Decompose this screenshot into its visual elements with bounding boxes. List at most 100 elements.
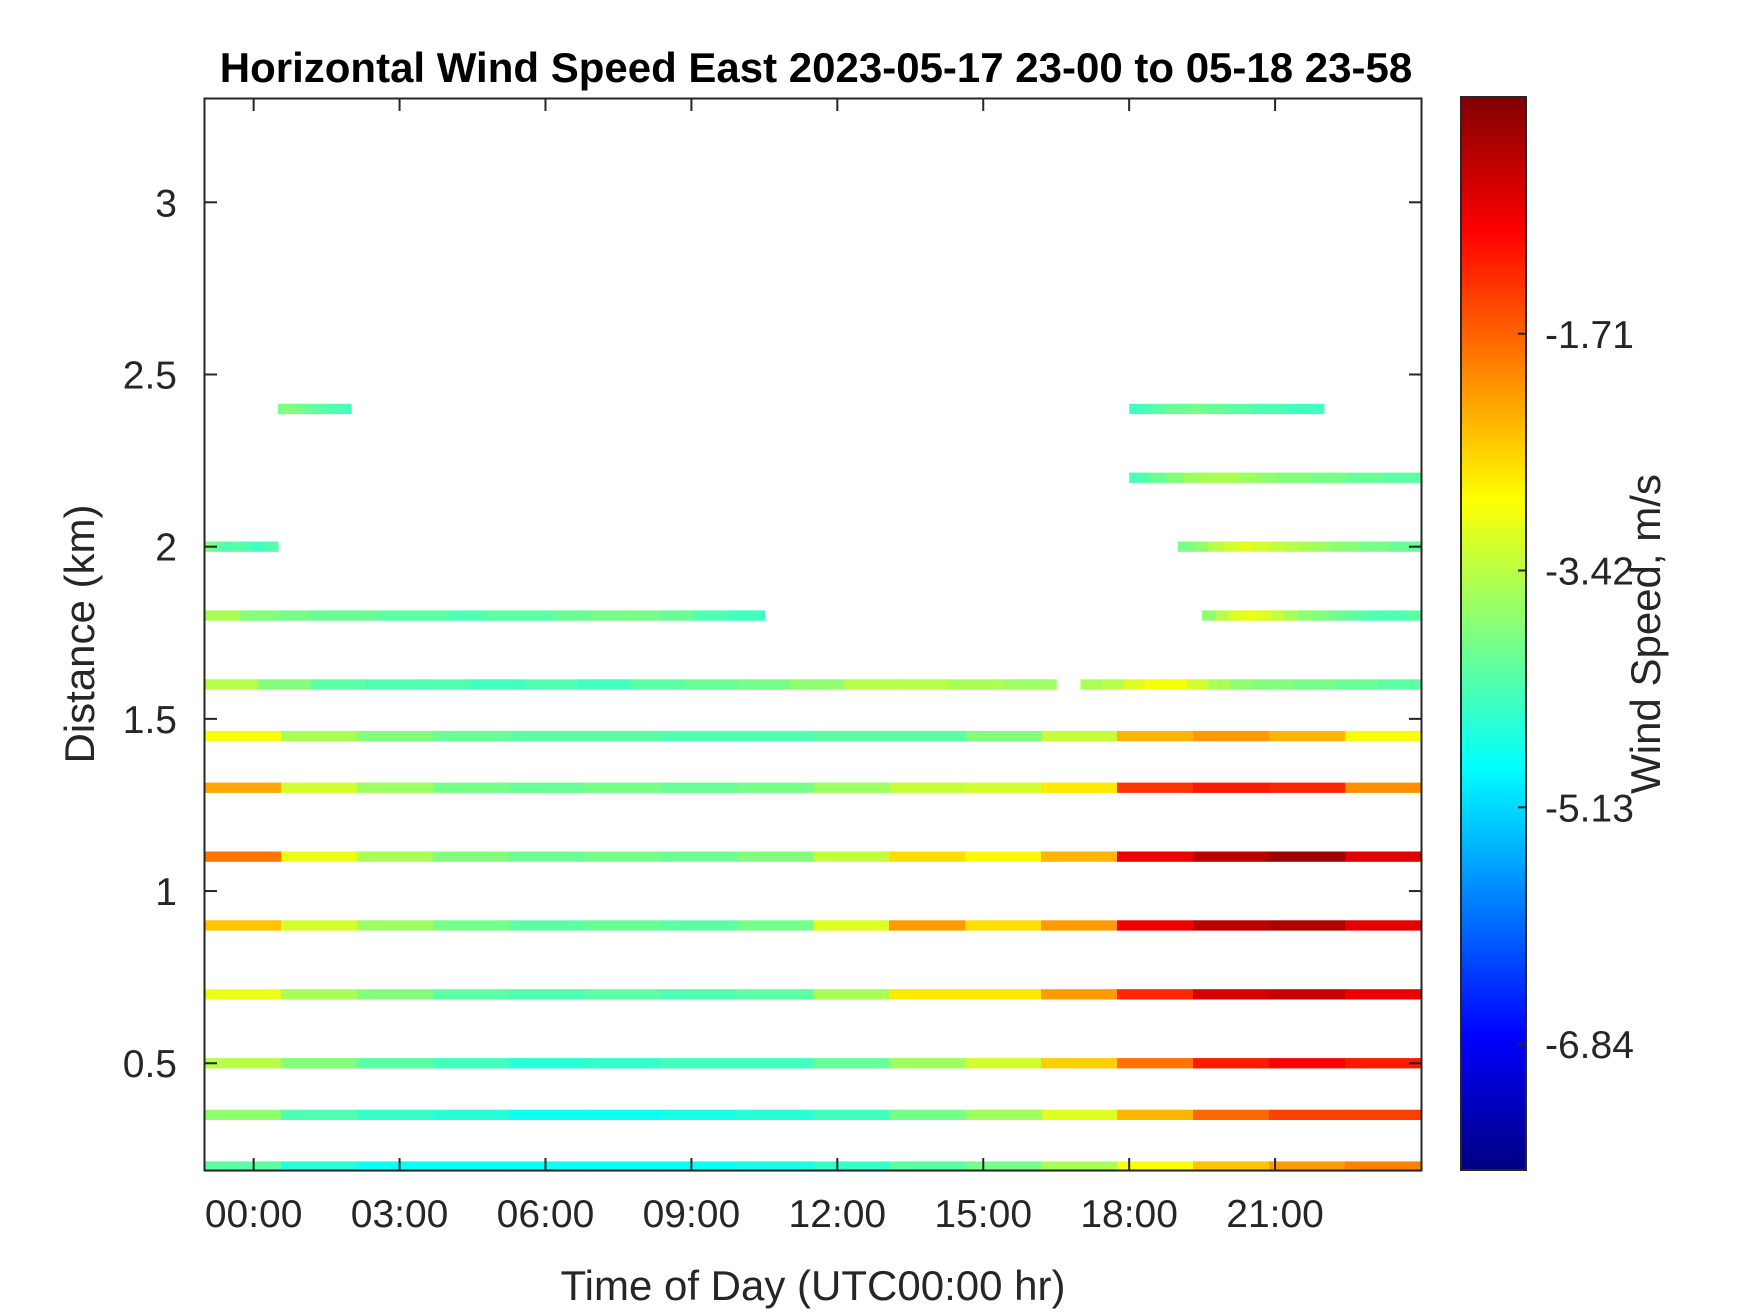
heatmap-cell	[661, 1109, 738, 1120]
heatmap-cell	[949, 679, 1004, 690]
heatmap-cell	[1345, 541, 1361, 552]
heatmap-cell	[1270, 610, 1285, 621]
heatmap-cell	[1186, 679, 1209, 690]
heatmap-cell	[314, 403, 320, 415]
heatmap-cell	[1193, 730, 1270, 742]
heatmap-cell	[433, 1058, 510, 1069]
colorbar-tick-label: -3.42	[1545, 551, 1634, 594]
heatmap-cell	[255, 541, 261, 552]
x-tick-label: 00:00	[205, 1193, 303, 1236]
heatmap-cell	[1041, 989, 1118, 1000]
heatmap-cell	[281, 1161, 358, 1172]
heatmap-cell	[1141, 403, 1155, 415]
heatmap-cell	[319, 403, 325, 415]
heatmap-cell	[1384, 472, 1404, 483]
heatmap-cell	[965, 1058, 1042, 1069]
heatmap-cell	[577, 679, 632, 690]
heatmap-cell	[471, 679, 525, 690]
heatmap-cell	[1193, 851, 1270, 862]
heatmap-cell	[965, 782, 1042, 793]
heatmap-cell	[278, 403, 284, 415]
heatmap-cell	[1250, 679, 1273, 690]
heatmap-cell	[813, 1058, 890, 1069]
heatmap-cell	[1262, 403, 1276, 415]
heatmap-cell	[1193, 920, 1270, 931]
heatmap-cell	[889, 1161, 966, 1172]
heatmap-cell	[417, 679, 472, 690]
heatmap-cell	[1314, 679, 1337, 690]
heatmap-cell	[661, 1058, 738, 1069]
heatmap-cell	[965, 1109, 1042, 1120]
y-axis: 0.5 1 1.5 2 2.5 3	[123, 182, 1421, 1086]
y-tick-label: 2	[155, 527, 177, 570]
heatmap-cell	[965, 989, 1042, 1000]
heatmap-cell	[281, 989, 358, 1000]
heatmap-cell	[1269, 851, 1346, 862]
heatmap-cell	[357, 1109, 434, 1120]
heatmap-cell	[1380, 610, 1395, 621]
heatmap-cell	[323, 403, 329, 415]
heatmap-cell	[449, 610, 486, 621]
heatmap-cell	[1202, 472, 1221, 483]
heatmap-cell	[889, 851, 966, 862]
heatmap-cell	[1177, 541, 1194, 552]
heatmap-cell	[1041, 851, 1118, 862]
heatmap-cell	[357, 1058, 434, 1069]
heatmap-cell	[965, 920, 1042, 931]
heatmap-cell	[589, 610, 626, 621]
heatmap-cell	[1393, 610, 1408, 621]
colorbar-tick-label: -5.13	[1545, 787, 1634, 830]
heatmap-cell	[585, 782, 662, 793]
heatmap-cell	[889, 1109, 966, 1120]
heatmap-cell	[1193, 1161, 1270, 1172]
heatmap-cell	[683, 679, 738, 690]
heatmap-cell	[661, 1161, 738, 1172]
heatmap-cell	[309, 610, 346, 621]
heatmap-cell	[813, 1161, 890, 1172]
heatmap-cell	[1272, 679, 1294, 690]
colorbar-tick-label: -1.71	[1545, 314, 1634, 357]
heatmap-cell	[585, 851, 662, 862]
heatmap-cell	[205, 610, 241, 621]
heatmap-cell	[813, 851, 890, 862]
y-tick-label: 0.5	[123, 1043, 177, 1086]
heatmap-cell	[246, 541, 252, 552]
heatmap-cell	[328, 403, 334, 415]
heatmap-cell	[1041, 1058, 1118, 1069]
heatmap-cell	[1407, 610, 1422, 621]
heatmap-cell	[509, 989, 586, 1000]
heatmap-cell	[813, 989, 890, 1000]
heatmap-cell	[1117, 730, 1194, 742]
heatmap-cell	[1117, 782, 1194, 793]
heatmap-cell	[1366, 610, 1381, 621]
heatmap-cell	[1390, 541, 1407, 552]
heatmap-cell	[1329, 541, 1346, 552]
heatmap-cell	[509, 730, 586, 742]
heatmap-cell	[1117, 1058, 1194, 1069]
x-tick-label: 09:00	[643, 1193, 741, 1236]
heatmap-cell	[309, 403, 316, 415]
heatmap-cell	[1284, 610, 1299, 621]
heatmap-cell	[1129, 472, 1148, 483]
heatmap-cell	[433, 782, 510, 793]
heatmap-cell	[1193, 989, 1270, 1000]
heatmap-cell	[300, 403, 306, 415]
heatmap-cell	[1348, 472, 1367, 483]
heatmap-cell	[433, 1109, 510, 1120]
heatmap-cell	[737, 1109, 814, 1120]
heatmap-cell	[1345, 1058, 1422, 1069]
heatmap-cell	[241, 541, 247, 552]
heatmap-cell	[624, 610, 661, 621]
heatmap-cell	[524, 679, 578, 690]
heatmap-cell	[205, 851, 282, 862]
heatmap-cell	[1345, 782, 1422, 793]
heatmap-cell	[1041, 782, 1118, 793]
heatmap-cell	[1117, 989, 1194, 1000]
heatmap-cell	[250, 541, 256, 552]
heatmap-cell	[357, 1161, 434, 1172]
heatmap-cell	[282, 403, 288, 415]
heatmap-cell	[346, 403, 352, 415]
heatmap-cell	[585, 920, 662, 931]
heatmap-cell	[554, 610, 591, 621]
